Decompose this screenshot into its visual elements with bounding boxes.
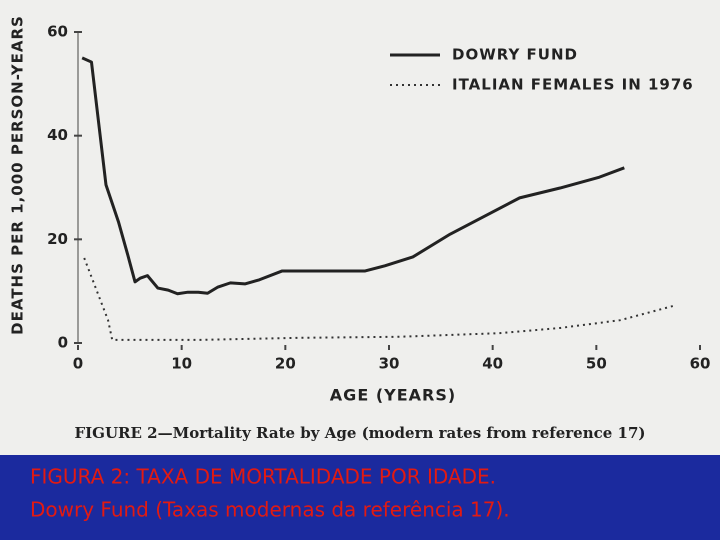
legend-label: DOWRY FUND <box>452 46 578 64</box>
series-line <box>81 56 625 296</box>
series-line <box>83 257 677 341</box>
legend-label: ITALIAN FEMALES IN 1976 <box>452 76 694 94</box>
y-tick-label: 0 <box>58 334 68 352</box>
x-tick-label: 10 <box>171 355 192 373</box>
x-tick-label: 60 <box>690 355 711 373</box>
y-tick-label: 60 <box>47 23 68 41</box>
y-tick-label: 40 <box>47 126 68 144</box>
x-axis-label: AGE (YEARS) <box>330 386 456 405</box>
y-tick-label: 20 <box>47 230 68 248</box>
x-tick-label: 40 <box>482 355 503 373</box>
x-tick-label: 0 <box>73 355 83 373</box>
x-tick-label: 20 <box>275 355 296 373</box>
x-tick-label: 30 <box>379 355 400 373</box>
banner-line: Dowry Fund (Taxas modernas da referência… <box>30 498 510 522</box>
figure-caption: FIGURE 2—Mortality Rate by Age (modern r… <box>75 424 646 442</box>
banner <box>0 455 720 540</box>
y-axis-label: DEATHS PER 1,000 PERSON-YEARS <box>9 15 27 335</box>
banner-line: FIGURA 2: TAXA DE MORTALIDADE POR IDADE. <box>30 465 496 489</box>
x-tick-label: 50 <box>586 355 607 373</box>
